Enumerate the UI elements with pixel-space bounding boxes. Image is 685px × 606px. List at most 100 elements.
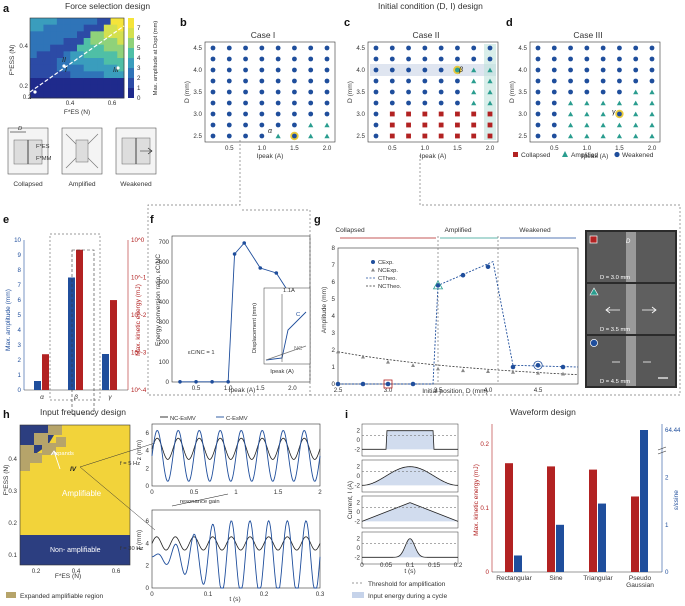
grid-point-weakened bbox=[438, 78, 444, 84]
grid-point-weakened bbox=[633, 56, 639, 62]
heat-a-cell bbox=[90, 31, 98, 39]
i-wave-fill bbox=[362, 502, 458, 522]
heat-a-cell bbox=[97, 51, 105, 59]
g-nc-exp-point bbox=[386, 359, 390, 364]
heat-a-cell bbox=[70, 78, 78, 86]
heat-a-cell bbox=[36, 64, 44, 72]
case-ii-title: Case II bbox=[413, 30, 440, 40]
e-ytick-left: 5 bbox=[18, 312, 22, 319]
heat-a-cell bbox=[83, 51, 91, 59]
g-ytick: 5 bbox=[332, 296, 336, 303]
grid-point-weakened bbox=[551, 45, 557, 51]
grid-point-weakened bbox=[308, 100, 314, 106]
g-xtick: 4.5 bbox=[534, 387, 543, 394]
f-inset-nc-line bbox=[265, 345, 307, 361]
grid-point-weakened bbox=[649, 67, 655, 73]
grid-point-weakened bbox=[259, 133, 265, 139]
f-point bbox=[194, 380, 198, 384]
point-alpha bbox=[33, 90, 37, 94]
grid-point-weakened bbox=[373, 89, 379, 95]
heat-a-cell bbox=[43, 64, 51, 72]
connector-f bbox=[147, 140, 311, 396]
i-wave-line bbox=[362, 430, 458, 450]
heat-a-cell bbox=[43, 51, 51, 59]
g-xtick: 2.5 bbox=[334, 387, 343, 394]
g-legend-ncexp: NCExp. bbox=[378, 268, 398, 274]
grid-point-weakened bbox=[259, 67, 265, 73]
grid-point-weakened bbox=[406, 67, 411, 73]
a-xtick-1: 0.4 bbox=[66, 100, 75, 107]
h-frame bbox=[19, 424, 131, 566]
grid-point-collapsed bbox=[389, 111, 395, 117]
heat-a-cell bbox=[30, 58, 38, 66]
grid-point-weakened bbox=[600, 78, 606, 84]
h-ytick: 0.2 bbox=[8, 520, 17, 527]
e-bar-energy bbox=[42, 354, 49, 390]
ht-ylabel-top: z (mm) bbox=[136, 440, 143, 461]
grid-point-weakened bbox=[584, 89, 590, 95]
heat-a-cell bbox=[43, 91, 51, 99]
heat-a-cell bbox=[97, 78, 105, 86]
label-b: b bbox=[180, 17, 187, 29]
grid-point-collapsed bbox=[422, 111, 428, 117]
h-xtick: 0.4 bbox=[72, 568, 81, 575]
grid-point-weakened bbox=[649, 78, 655, 84]
connector-e bbox=[49, 233, 101, 401]
grid-point-weakened bbox=[617, 67, 622, 73]
point-gamma bbox=[116, 66, 120, 70]
e-xtick: γ bbox=[108, 394, 112, 401]
heat-a-cell bbox=[77, 24, 85, 32]
grid-point-amplified bbox=[567, 133, 574, 139]
grid-point-weakened bbox=[584, 78, 590, 84]
grid-point-weakened bbox=[292, 78, 297, 84]
cbar-a-tick: 6 bbox=[137, 35, 141, 42]
heat-a-cell bbox=[70, 18, 78, 26]
grid-point-weakened bbox=[243, 100, 248, 106]
grid-point-weakened bbox=[373, 56, 379, 62]
heat-a-cell bbox=[70, 44, 78, 52]
grid-point-weakened bbox=[551, 100, 557, 106]
heat-a-cell bbox=[50, 64, 58, 72]
i-bar-ratio bbox=[640, 430, 648, 572]
i-bar-energy bbox=[505, 463, 513, 572]
a-ytick-0: 0.2 bbox=[19, 83, 28, 90]
heat-a-cell bbox=[56, 71, 64, 79]
g-xlabel: Initial position, D (mm) bbox=[422, 388, 488, 395]
grid-point-weakened bbox=[210, 111, 216, 117]
g-ytick: 3 bbox=[332, 330, 336, 337]
grid-point-weakened bbox=[455, 89, 460, 95]
grid-point-weakened bbox=[275, 100, 281, 106]
grid-ylabel: D (mm) bbox=[509, 81, 516, 103]
heat-a-cell bbox=[83, 71, 91, 79]
panel-a-colorbar: 0 1 2 3 4 5 6 7 bbox=[128, 18, 141, 102]
grid-point-amplified bbox=[324, 122, 330, 128]
h-expanded-cell bbox=[56, 437, 66, 447]
grid-gold-center bbox=[455, 67, 460, 73]
grid-point-weakened bbox=[259, 45, 265, 51]
grid-point-amplified bbox=[649, 111, 655, 117]
i-wave-ytick: 2 bbox=[357, 464, 361, 471]
case-i-title: Case I bbox=[251, 30, 276, 40]
g-ytick: 8 bbox=[332, 245, 336, 252]
ht-ytick: 2 bbox=[146, 563, 150, 570]
grid-point-weakened bbox=[406, 78, 411, 84]
heat-a-cell bbox=[30, 78, 38, 86]
heat-a-cell bbox=[83, 64, 91, 72]
grid-frame bbox=[529, 41, 661, 143]
grid-point-weakened bbox=[243, 45, 248, 51]
grid-point-weakened bbox=[292, 100, 297, 106]
heat-a-cell bbox=[90, 58, 98, 66]
case-iii-title: Case III bbox=[573, 30, 602, 40]
ht-xtick: 1 bbox=[234, 489, 238, 496]
heat-a-cell bbox=[70, 38, 78, 46]
heat-a-cell bbox=[83, 58, 91, 66]
grid-point-amplified bbox=[567, 111, 574, 117]
e-ytick-right: 10^-1 bbox=[131, 275, 147, 282]
heat-a-cell bbox=[63, 51, 71, 59]
i-wave-xtick: 0 bbox=[360, 562, 364, 569]
grid-point-weakened bbox=[551, 56, 557, 62]
heat-a-cell bbox=[97, 58, 105, 66]
heat-a-cell bbox=[70, 91, 78, 99]
grid-point-collapsed bbox=[438, 122, 444, 128]
heat-a-cell bbox=[36, 91, 44, 99]
